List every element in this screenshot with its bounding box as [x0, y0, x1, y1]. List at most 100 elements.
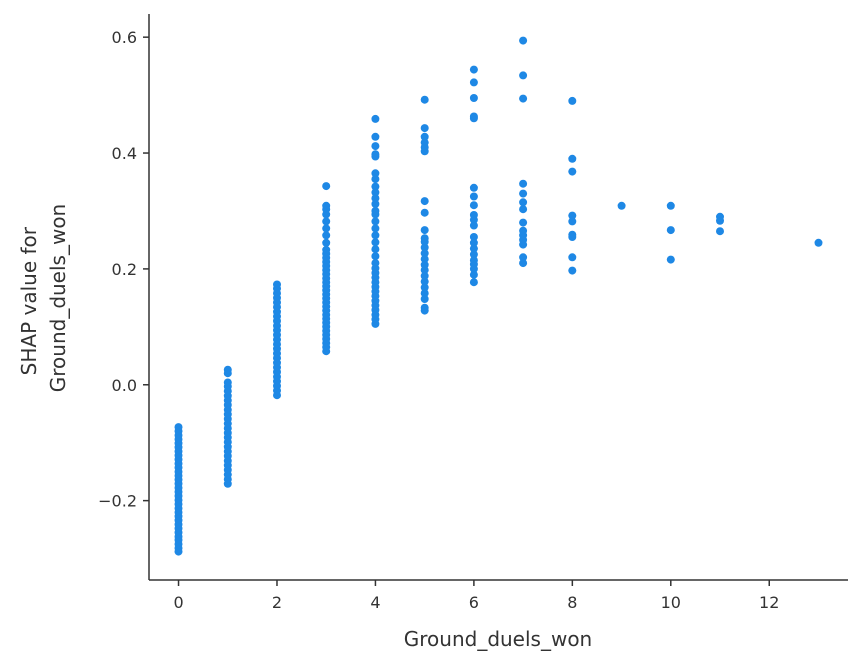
scatter-point	[420, 95, 429, 104]
scatter-point	[371, 252, 380, 261]
y-tick-label: 0.4	[112, 144, 137, 163]
scatter-point	[371, 245, 380, 254]
scatter-point	[469, 192, 478, 201]
y-tick-label: −0.2	[98, 492, 137, 511]
scatter-point	[469, 211, 478, 219]
scatter-point	[519, 226, 528, 235]
x-tick-label: 6	[469, 593, 479, 612]
scatter-point	[223, 365, 232, 374]
scatter-point	[469, 250, 478, 259]
scatter-point	[420, 234, 429, 243]
scatter-point	[371, 114, 380, 123]
scatter-point	[617, 201, 626, 210]
scatter-point	[469, 270, 478, 279]
y-axis-label-line-2: Ground_duels_won	[46, 204, 70, 393]
scatter-point	[519, 189, 528, 198]
x-tick-label: 2	[272, 593, 282, 612]
y-tick-label: 0.6	[112, 28, 137, 47]
scatter-point	[814, 238, 823, 247]
scatter-point	[568, 211, 577, 220]
scatter-point	[469, 233, 478, 241]
scatter-point	[420, 295, 429, 303]
scatter-point	[371, 200, 380, 208]
scatter-point	[420, 124, 429, 133]
scatter-point	[568, 230, 577, 239]
scatter-point	[469, 94, 478, 102]
scatter-point	[371, 150, 380, 159]
scatter-point	[469, 256, 478, 265]
scatter-point	[371, 132, 380, 141]
scatter-point	[273, 280, 281, 289]
scatter-point	[519, 36, 528, 45]
y-axis-label-line-1: SHAP value for	[17, 226, 41, 375]
scatter-point	[371, 231, 380, 240]
scatter-point	[716, 212, 724, 221]
scatter-point	[420, 208, 429, 217]
scatter-point	[666, 255, 675, 264]
scatter-point	[371, 238, 380, 247]
scatter-point	[519, 179, 528, 188]
scatter-point	[568, 154, 577, 163]
scatter-point	[322, 245, 331, 254]
scatter-point	[420, 260, 429, 269]
x-tick-label: 8	[567, 593, 577, 612]
scatter-point	[568, 96, 577, 105]
scatter-point	[666, 201, 675, 210]
scatter-point	[174, 423, 183, 432]
scatter-point	[322, 182, 331, 191]
scatter-point	[469, 221, 478, 230]
scatter-point	[322, 224, 331, 233]
scatter-point	[519, 198, 528, 207]
scatter-point	[322, 201, 331, 210]
scatter-point	[519, 71, 528, 80]
scatter-point	[469, 238, 478, 247]
scatter-point	[371, 169, 380, 178]
scatter-point	[666, 226, 675, 235]
scatter-point	[420, 283, 429, 292]
scatter-point	[469, 78, 478, 87]
scatter-point	[568, 266, 577, 275]
scatter-point	[519, 205, 528, 214]
scatter-point	[519, 259, 528, 268]
axes	[148, 14, 848, 581]
scatter-point	[568, 253, 577, 262]
x-axis-label: Ground_duels_won	[404, 627, 593, 651]
y-tick-label: 0.2	[112, 260, 137, 279]
scatter-point	[420, 249, 429, 258]
scatter-point	[420, 132, 429, 141]
scatter-point	[469, 244, 478, 253]
scatter-point	[519, 218, 528, 227]
scatter-point	[371, 207, 380, 215]
scatter-point	[322, 238, 331, 247]
x-tick-label: 4	[370, 593, 380, 612]
scatter-point	[469, 183, 478, 192]
scatter-point	[469, 278, 478, 287]
scatter-point	[420, 226, 429, 235]
scatter-point	[322, 231, 331, 240]
scatter-point	[420, 277, 429, 286]
y-axis-label: SHAP value for Ground_duels_won	[17, 204, 70, 393]
scatter-point	[371, 259, 380, 268]
scatter-point	[322, 217, 331, 226]
x-ticks: 0 2 4 6 8 10 12	[173, 580, 779, 612]
scatter-point	[469, 201, 478, 210]
scatter-point	[519, 94, 528, 103]
scatter-point	[371, 142, 380, 151]
scatter-point	[420, 255, 429, 264]
scatter-point	[371, 194, 380, 203]
scatter-point	[371, 175, 380, 184]
x-tick-label: 10	[661, 593, 681, 612]
scatter-point	[420, 197, 429, 206]
scatter-point	[420, 289, 429, 298]
scatter-point	[223, 378, 232, 387]
scatter-point	[568, 217, 577, 226]
y-ticks: −0.2 0.0 0.2 0.4 0.6	[98, 28, 149, 511]
scatter-point	[420, 303, 429, 312]
scatter-point	[568, 167, 577, 176]
scatter-point	[420, 243, 429, 252]
scatter-point	[519, 253, 528, 262]
x-tick-label: 0	[173, 593, 183, 612]
scatter-point	[371, 182, 380, 191]
y-tick-label: 0.0	[112, 376, 137, 395]
